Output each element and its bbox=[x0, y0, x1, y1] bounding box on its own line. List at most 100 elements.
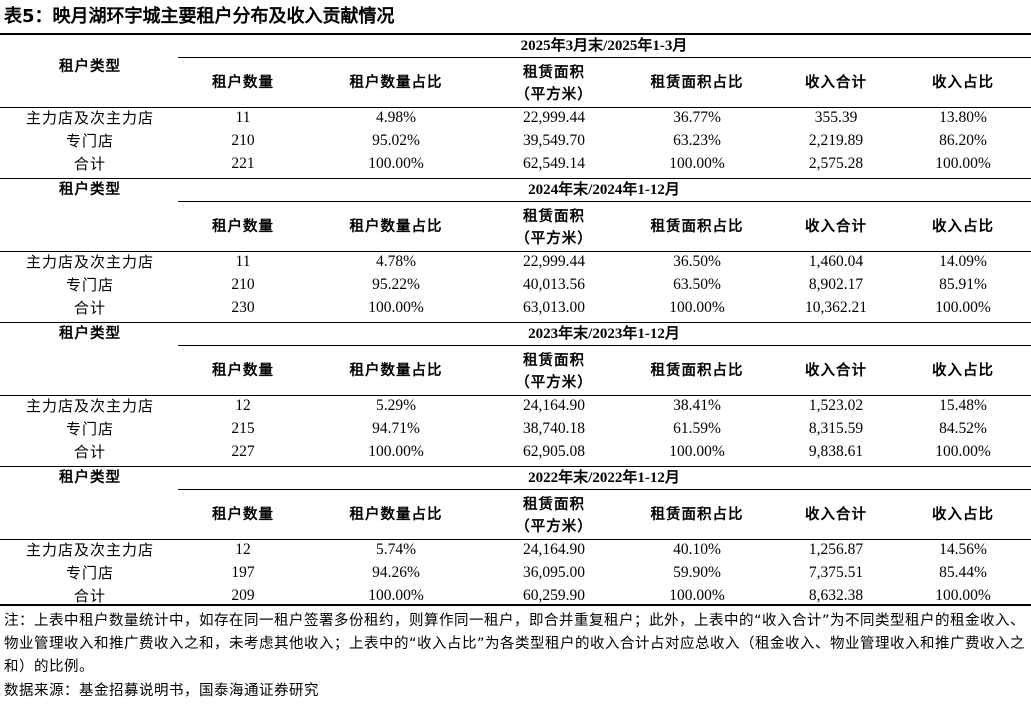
cell-income-share: 85.44% bbox=[939, 564, 987, 581]
cell-area-share: 61.59% bbox=[673, 420, 721, 437]
period-rule bbox=[178, 489, 1031, 490]
row-label: 合计 bbox=[73, 299, 106, 317]
header-rule bbox=[0, 539, 1031, 540]
cell-area-share: 36.77% bbox=[673, 109, 721, 126]
header-income-total: 收入合计 bbox=[805, 219, 867, 235]
header-income-total: 收入合计 bbox=[805, 75, 867, 91]
header-area-unit: （平方米） bbox=[515, 231, 593, 247]
cell-count: 197 bbox=[231, 564, 255, 581]
cell-area-share: 59.90% bbox=[673, 564, 721, 581]
cell-income-share: 84.52% bbox=[939, 420, 987, 437]
cell-income-share: 15.48% bbox=[939, 397, 987, 414]
cell-area-share: 38.41% bbox=[673, 397, 721, 414]
header-tenant-type: 租户类型 bbox=[59, 470, 121, 486]
table-note: 注：上表中租户数量统计中，如存在同一租户签署多份租约，则算作同一租户，即合并重复… bbox=[4, 613, 1026, 675]
cell-area: 22,999.44 bbox=[523, 109, 585, 126]
row-label: 主力店及次主力店 bbox=[25, 541, 154, 559]
header-tenant-type: 租户类型 bbox=[59, 182, 121, 198]
row-label: 主力店及次主力店 bbox=[25, 109, 154, 127]
cell-income: 8,902.17 bbox=[808, 276, 864, 293]
cell-area-share: 36.50% bbox=[673, 253, 721, 270]
header-income-share: 收入占比 bbox=[932, 219, 994, 235]
cell-count: 221 bbox=[231, 155, 255, 172]
cell-count: 210 bbox=[231, 132, 255, 149]
cell-count-share: 4.78% bbox=[375, 253, 417, 270]
table-section: 租户类型 2025年3月末/2025年1-3月 租户数量 租户数量占比 租赁面积 （平方米… bbox=[0, 35, 1031, 179]
cell-area: 36,095.00 bbox=[523, 564, 585, 581]
header-count-share: 租户数量占比 bbox=[349, 507, 443, 523]
header-area: 租赁面积 bbox=[523, 209, 585, 225]
period-header: 2024年末/2024年1-12月 bbox=[528, 182, 680, 198]
cell-area-share: 100.00% bbox=[669, 155, 725, 172]
row-label: 专门店 bbox=[65, 564, 114, 582]
header-area-share: 租赁面积占比 bbox=[650, 219, 744, 235]
cell-count: 11 bbox=[235, 109, 251, 126]
header-area-unit: （平方米） bbox=[515, 375, 593, 391]
cell-count-share: 95.02% bbox=[372, 132, 420, 149]
header-area-unit: （平方米） bbox=[515, 519, 593, 535]
cell-count-share: 100.00% bbox=[368, 299, 424, 316]
cell-area: 62,549.14 bbox=[523, 155, 585, 172]
header-count-share: 租户数量占比 bbox=[349, 219, 443, 235]
cell-income-share: 14.56% bbox=[939, 541, 987, 558]
cell-income-share: 100.00% bbox=[935, 155, 991, 172]
cell-count: 210 bbox=[231, 276, 255, 293]
cell-count: 11 bbox=[235, 253, 251, 270]
cell-area: 39,549.70 bbox=[523, 132, 585, 149]
cell-income: 7,375.51 bbox=[808, 564, 864, 581]
cell-count-share: 95.22% bbox=[372, 276, 420, 293]
row-label: 合计 bbox=[73, 155, 106, 173]
row-label: 专门店 bbox=[65, 420, 114, 438]
header-area: 租赁面积 bbox=[523, 353, 585, 369]
header-area: 租赁面积 bbox=[523, 497, 585, 513]
row-label: 主力店及次主力店 bbox=[25, 397, 154, 415]
cell-income-share: 86.20% bbox=[939, 132, 987, 149]
period-header: 2022年末/2022年1-12月 bbox=[528, 470, 680, 486]
cell-count: 215 bbox=[231, 420, 255, 437]
cell-area-share: 100.00% bbox=[669, 443, 725, 460]
cell-area: 22,999.44 bbox=[523, 253, 585, 270]
row-label: 合计 bbox=[73, 587, 106, 605]
header-area-unit: （平方米） bbox=[515, 87, 593, 103]
cell-area: 38,740.18 bbox=[523, 420, 585, 437]
cell-income-share: 100.00% bbox=[935, 299, 991, 316]
cell-count-share: 100.00% bbox=[368, 587, 424, 604]
cell-count-share: 4.98% bbox=[375, 109, 417, 126]
header-rule bbox=[0, 107, 1031, 108]
header-area-share: 租赁面积占比 bbox=[650, 75, 744, 91]
header-count: 租户数量 bbox=[212, 363, 274, 379]
cell-count-share: 100.00% bbox=[368, 443, 424, 460]
cell-area: 24,164.90 bbox=[523, 397, 585, 414]
cell-income: 9,838.61 bbox=[808, 443, 864, 460]
cell-income: 1,523.02 bbox=[808, 397, 864, 414]
period-rule bbox=[178, 57, 1031, 58]
cell-count-share: 94.71% bbox=[372, 420, 420, 437]
cell-count: 209 bbox=[231, 587, 255, 604]
cell-income: 355.39 bbox=[814, 109, 858, 126]
cell-count-share: 5.29% bbox=[375, 397, 417, 414]
cell-area-share: 63.50% bbox=[673, 276, 721, 293]
header-tenant-type: 租户类型 bbox=[59, 326, 121, 342]
cell-income-share: 100.00% bbox=[935, 443, 991, 460]
header-tenant-type: 租户类型 bbox=[59, 59, 121, 75]
table-section: 租户类型 2022年末/2022年1-12月租户数量 租户数量占比 租赁面积 （平方米）… bbox=[0, 467, 1031, 606]
header-count-share: 租户数量占比 bbox=[349, 75, 443, 91]
title-rule bbox=[0, 33, 1031, 35]
period-header: 2025年3月末/2025年1-3月 bbox=[520, 38, 688, 54]
cell-count-share: 5.74% bbox=[375, 541, 417, 558]
header-income-total: 收入合计 bbox=[805, 363, 867, 379]
header-area-share: 租赁面积占比 bbox=[650, 507, 744, 523]
cell-area: 24,164.90 bbox=[523, 541, 585, 558]
cell-income: 2,219.89 bbox=[808, 132, 864, 149]
period-rule bbox=[178, 345, 1031, 346]
table-section: 租户类型 2024年末/2024年1-12月 租户数量 租户数量占比 租赁面积 （平方米）… bbox=[0, 179, 1031, 323]
row-label: 专门店 bbox=[65, 132, 114, 150]
cell-area: 40,013.56 bbox=[523, 276, 585, 293]
cell-area-share: 100.00% bbox=[669, 587, 725, 604]
cell-income: 8,315.59 bbox=[808, 420, 864, 437]
cell-count: 230 bbox=[231, 299, 255, 316]
header-count: 租户数量 bbox=[212, 507, 274, 523]
header-rule bbox=[0, 395, 1031, 396]
cell-income-share: 85.91% bbox=[939, 276, 987, 293]
cell-income-share: 14.09% bbox=[939, 253, 987, 270]
